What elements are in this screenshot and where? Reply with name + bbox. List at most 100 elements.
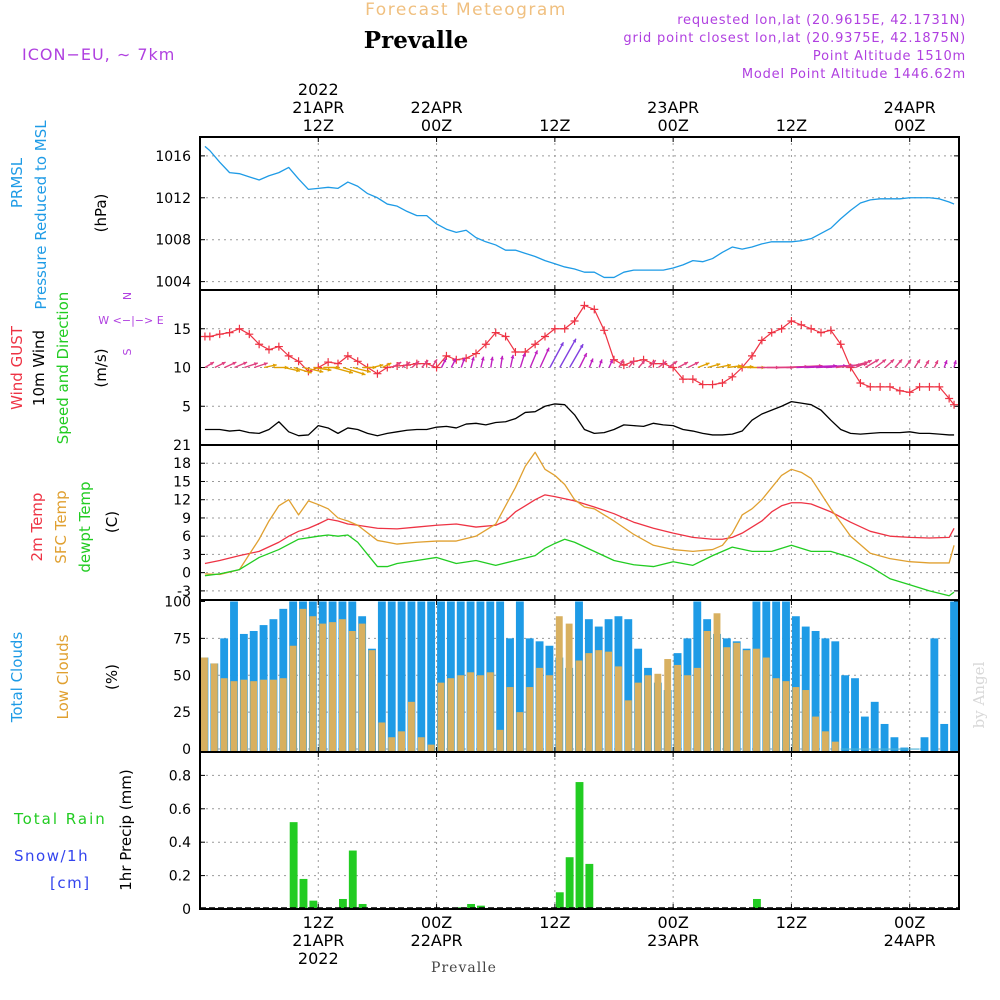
gust-marker — [343, 351, 352, 360]
low-cloud-bar — [585, 653, 593, 752]
ylabel-celsius: (C) — [103, 511, 121, 533]
temp-sfc-line — [204, 451, 955, 576]
low-cloud-bar — [812, 716, 819, 752]
gust-marker — [215, 330, 224, 339]
ylabel-percent: (%) — [103, 664, 121, 690]
wind-arrowhead — [925, 360, 929, 365]
gust-marker — [925, 382, 934, 391]
total-cloud-bar — [772, 601, 781, 752]
top-time-label: 2022 — [298, 80, 339, 99]
y-tick-label: 50 — [173, 668, 191, 684]
gust-marker — [284, 351, 293, 360]
wind-arrowhead — [934, 360, 939, 365]
wind-arrowhead — [589, 358, 594, 363]
header: Forecast Meteogram Prevalle ICON−EU, ∼ 7… — [22, 0, 966, 82]
wind-arrowhead — [348, 370, 353, 374]
wind-arrowhead — [705, 362, 710, 367]
ylabel-10m-wind: 10m Wind — [30, 330, 48, 406]
wind-arrowhead — [296, 368, 300, 373]
gust-marker — [550, 324, 559, 333]
wind-arrowhead — [272, 363, 277, 368]
y-tick-label: 75 — [173, 631, 191, 647]
wind-arrowhead — [221, 361, 226, 366]
low-cloud-bar — [693, 667, 701, 752]
wind-arrowhead — [683, 362, 688, 366]
rain-bar — [565, 857, 574, 909]
gust-marker — [274, 342, 283, 351]
ylabel-low-clouds: Low Clouds — [54, 634, 72, 719]
low-cloud-bar — [782, 681, 790, 752]
requested-coords: requested lon,lat (20.9615E, 42.1731N) — [677, 13, 966, 28]
wind-arrow — [549, 341, 565, 368]
wind-arrow — [569, 343, 584, 368]
wind-arrowhead — [307, 370, 312, 374]
wind-arrowhead — [366, 369, 371, 374]
wind-arrowhead — [510, 354, 515, 359]
temp-2m-line — [204, 494, 955, 565]
low-cloud-bar — [595, 650, 603, 752]
gust-marker — [235, 324, 244, 333]
low-cloud-bar — [467, 672, 474, 752]
low-cloud-bar — [664, 659, 672, 752]
rain-bar — [358, 903, 367, 909]
wind-arrowhead — [727, 363, 731, 368]
gust-marker — [728, 372, 737, 381]
y-tick-label: 12 — [173, 493, 191, 509]
y-tick-label: 1012 — [155, 191, 191, 207]
low-cloud-bar — [634, 682, 642, 752]
ylabel-total-clouds: Total Clouds — [8, 632, 26, 724]
total-cloud-bar — [930, 638, 939, 752]
total-cloud-bar — [782, 601, 790, 752]
wind-arrowhead — [361, 371, 366, 376]
panel-clouds: 0 25 50 75 100 — [164, 594, 960, 758]
wind-arrowhead — [327, 367, 332, 372]
gust-marker — [590, 305, 599, 314]
low-cloud-bar — [575, 660, 583, 752]
low-cloud-bar — [447, 678, 455, 752]
bottom-time-label: 00Z — [657, 913, 688, 932]
wind-arrowhead — [662, 361, 667, 365]
y-tick-label: 0.2 — [169, 869, 191, 885]
wind-arrowhead — [572, 338, 576, 343]
low-cloud-bar — [339, 619, 346, 752]
low-cloud-bar — [536, 667, 543, 752]
total-cloud-bar — [446, 601, 455, 752]
gust-marker — [541, 332, 549, 341]
legend-cm: [cm] — [50, 874, 91, 892]
rain-bar — [289, 822, 298, 909]
gust-marker — [531, 340, 540, 349]
y-tick-label: 15 — [173, 322, 191, 338]
y-tick-label: 0 — [182, 742, 191, 758]
total-cloud-bar — [860, 716, 869, 752]
wind-arrowhead — [209, 362, 214, 366]
wind-arrowhead — [867, 359, 872, 364]
bottom-time-label: 23APR — [647, 931, 699, 950]
wind-arrowhead — [598, 359, 603, 364]
low-cloud-bar — [654, 673, 662, 752]
total-cloud-bar — [387, 601, 396, 752]
wind-arrowhead — [461, 357, 466, 362]
low-cloud-bar — [762, 657, 770, 752]
gust-marker — [836, 340, 845, 349]
gust-marker — [718, 379, 727, 387]
panel-wind: 5 10 15 — [173, 289, 960, 446]
bottom-time-label: 12Z — [303, 913, 334, 932]
low-cloud-bar — [201, 657, 208, 752]
wind-arrowhead — [253, 362, 258, 366]
gust-marker — [787, 317, 796, 325]
low-cloud-bar — [427, 744, 435, 752]
rain-bar — [585, 863, 594, 909]
gust-marker — [688, 375, 697, 384]
y-tick-label: -3 — [177, 584, 191, 600]
low-cloud-bar — [713, 613, 721, 752]
gust-marker — [501, 332, 510, 341]
total-cloud-bar — [890, 737, 899, 752]
top-time-label: 00Z — [894, 116, 925, 135]
y-tick-label: 5 — [182, 399, 191, 415]
gust-marker — [610, 355, 618, 364]
gust-marker — [432, 363, 441, 372]
ylabel-hpa: (hPa) — [92, 194, 110, 233]
gust-marker — [886, 382, 894, 391]
